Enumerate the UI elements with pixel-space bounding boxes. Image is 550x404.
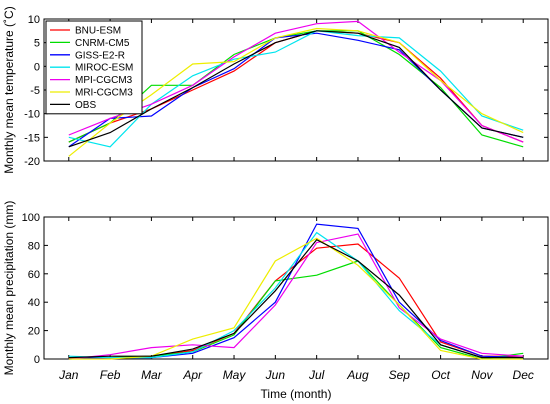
- legend-entry: GISS-E2-R: [75, 50, 125, 61]
- legend-entry: CNRM-CM5: [75, 38, 130, 49]
- y-tick-label: -5: [30, 85, 40, 97]
- x-tick-label: Apr: [182, 368, 203, 382]
- y-tick-label: 60: [28, 269, 40, 281]
- series-line-obs: [68, 238, 524, 359]
- y-tick-label: 40: [28, 297, 40, 309]
- x-tick-label: Dec: [513, 368, 534, 382]
- x-tick-label: Jan: [58, 368, 79, 382]
- x-tick-label: Sep: [389, 368, 411, 382]
- legend-entry: OBS: [75, 100, 96, 111]
- series-line-obs: [68, 30, 524, 148]
- series-line-mri-cgcm3: [68, 27, 524, 157]
- series-line-cnrm-cm5: [68, 30, 524, 148]
- x-tick-label: Nov: [471, 368, 493, 382]
- series-line-mpi-cgcm3: [68, 20, 524, 143]
- legend-entry: MIROC-ESM: [75, 63, 133, 74]
- series-line-miroc-esm: [68, 30, 524, 148]
- x-tick-label: Jun: [265, 368, 286, 382]
- precipitation-panel: 0 20 40 60 80 100 Jan Feb Mar Apr May Jun Jul Aug Sep O…: [2, 201, 549, 401]
- y-tick-label: 5: [34, 38, 40, 50]
- x-tick-label: Mar: [141, 368, 163, 382]
- y-tick-label: 100: [22, 212, 40, 224]
- legend-entry: MPI-CGCM3: [75, 75, 133, 86]
- x-tick-label: Oct: [431, 368, 450, 382]
- x-tick-label: Jul: [308, 368, 325, 382]
- x-tick-label: May: [223, 368, 247, 382]
- y-axis-label: Monthly mean temperature (˚C): [2, 6, 16, 173]
- legend-entry: BNU-ESM: [75, 26, 121, 37]
- legend-entry: MRI-CGCM3: [75, 88, 133, 99]
- y-tick-label: 80: [28, 240, 40, 252]
- x-axis-label: Time (month): [261, 387, 332, 401]
- y-tick-label: 0: [34, 61, 40, 73]
- y-tick-label: 10: [28, 14, 40, 26]
- y-tick-label: 20: [28, 326, 40, 338]
- y-tick-label: -15: [24, 132, 40, 144]
- series-line-mri-cgcm3: [68, 237, 524, 360]
- x-tick-label: Aug: [346, 368, 369, 382]
- series-line-giss-e2-r: [68, 223, 524, 360]
- temperature-panel: -20 -15 -10 -5 0 5 10 Monthly mean temperature …: [2, 6, 549, 174]
- plot-frame: [43, 216, 549, 360]
- y-tick-label: 0: [34, 354, 40, 366]
- series-line-miroc-esm: [68, 231, 524, 359]
- y-tick-label: -10: [24, 109, 40, 121]
- y-tick-label: -20: [24, 156, 40, 168]
- y-axis-label: Monthly mean precipitation (mm): [2, 201, 16, 376]
- series-line-mpi-cgcm3: [68, 233, 524, 360]
- x-tick-label: Feb: [100, 368, 121, 382]
